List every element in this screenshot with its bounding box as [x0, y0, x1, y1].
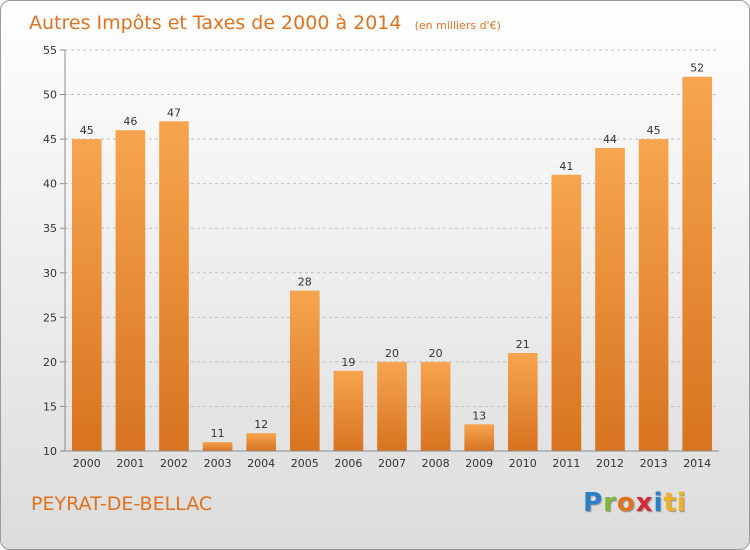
y-tick-label: 45: [43, 133, 57, 146]
x-tick-label: 2001: [116, 457, 144, 470]
bar-value-label: 12: [254, 418, 268, 431]
logo-letter: P: [583, 488, 604, 518]
x-tick-label: 2002: [160, 457, 188, 470]
bar-value-label: 21: [516, 338, 530, 351]
y-tick-label: 10: [43, 445, 57, 458]
logo-letter: i: [653, 488, 664, 518]
bar: [551, 174, 582, 451]
x-tick-label: 2009: [465, 457, 493, 470]
commune-name: PEYRAT-DE-BELLAC: [31, 493, 213, 515]
bar-value-label: 45: [80, 124, 94, 137]
chart-title-main: Autres Impôts et Taxes de 2000 à 2014: [29, 12, 402, 34]
axis-layer: 10 15 20 25 30 35 40 45 50 55 2000 2001 2002 2003 2004…: [43, 44, 719, 470]
bar: [202, 442, 233, 451]
logo-letter: r: [603, 488, 617, 518]
bar-value-label: 45: [647, 124, 661, 137]
x-tick-label: 2004: [247, 457, 275, 470]
x-tick-label: 2012: [596, 457, 624, 470]
bar-value-label: 13: [472, 409, 486, 422]
x-tick-label: 2011: [552, 457, 580, 470]
bar: [289, 290, 320, 451]
proxiti-logo: Proxiti: [583, 488, 687, 518]
bar-value-label: 20: [385, 347, 399, 360]
bar: [682, 76, 713, 451]
bar-value-label: 19: [341, 356, 355, 369]
bar-value-label: 47: [167, 106, 181, 119]
bar-value-label: 52: [690, 62, 704, 75]
chart-title: Autres Impôts et Taxes de 2000 à 2014 (e…: [29, 12, 501, 34]
y-tick-label: 50: [43, 89, 57, 102]
x-tick-label: 2000: [73, 457, 101, 470]
bar-value-label: 46: [123, 115, 137, 128]
bar: [71, 139, 102, 451]
y-tick-label: 30: [43, 267, 57, 280]
bar: [333, 370, 364, 451]
y-tick-label: 15: [43, 400, 57, 413]
bar: [246, 433, 277, 451]
bar-value-label: 44: [603, 133, 617, 146]
bar: [159, 121, 189, 452]
bar: [464, 424, 495, 451]
bar-value-label: 28: [298, 276, 312, 289]
logo-letter: x: [635, 488, 654, 518]
x-tick-label: 2008: [422, 457, 450, 470]
chart-title-unit: (en milliers d'€): [415, 19, 501, 32]
bar: [115, 130, 146, 451]
logo-letter: o: [616, 488, 636, 518]
x-tick-label: 2014: [683, 457, 711, 470]
bars-layer: 45 46 47 11 12 28 19 20 20 13 21 41 44 45 52: [71, 62, 713, 452]
bar-value-label: 41: [559, 160, 573, 173]
y-tick-label: 40: [43, 178, 57, 191]
y-tick-label: 25: [43, 311, 57, 324]
bar: [595, 148, 625, 451]
x-tick-label: 2010: [509, 457, 537, 470]
bar: [377, 361, 407, 451]
bar: [420, 361, 451, 451]
x-tick-label: 2006: [334, 457, 362, 470]
bar: [638, 139, 669, 451]
bar-value-label: 11: [211, 427, 225, 440]
bar: [507, 352, 538, 451]
x-tick-label: 2013: [640, 457, 668, 470]
bar-value-label: 20: [429, 347, 443, 360]
x-tick-label: 2005: [291, 457, 319, 470]
x-tick-label: 2007: [378, 457, 406, 470]
logo-letter: ti: [663, 488, 687, 518]
y-tick-label: 55: [43, 44, 57, 57]
y-tick-label: 20: [43, 356, 57, 369]
x-tick-label: 2003: [204, 457, 232, 470]
y-tick-label: 35: [43, 222, 57, 235]
